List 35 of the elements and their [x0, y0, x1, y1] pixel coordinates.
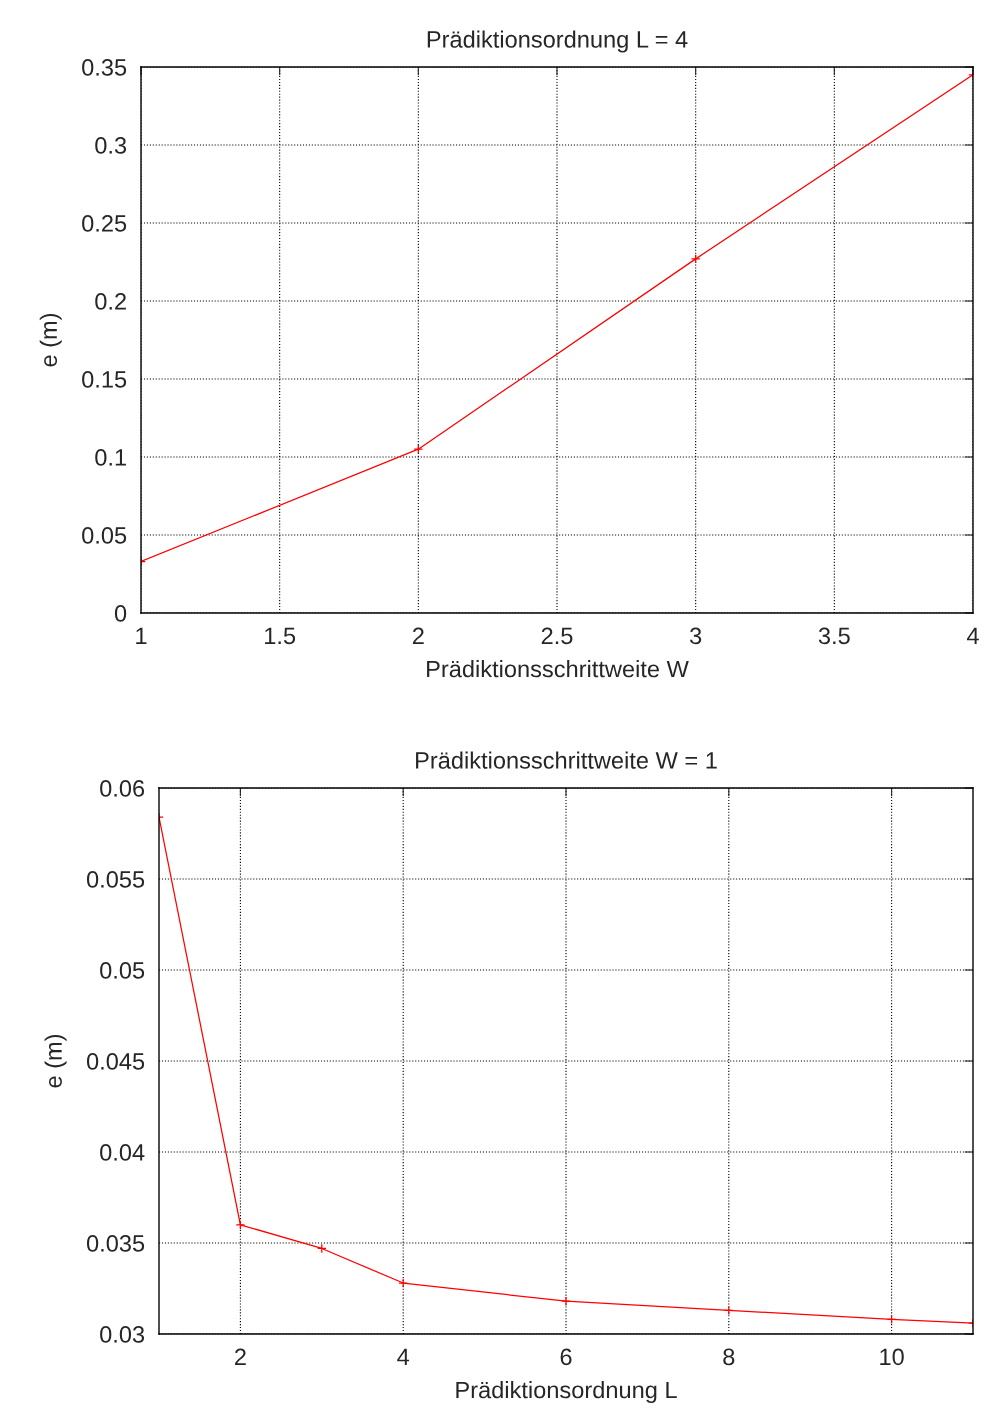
x-tick-label: 8 [723, 1348, 735, 1366]
y-tick-label: 0.1 [95, 449, 126, 466]
y-tick-label: 0.05 [100, 962, 145, 979]
x-tick-label: 3.5 [818, 627, 850, 645]
y-tick-label: 0.35 [82, 59, 127, 76]
point [561, 1296, 571, 1307]
x-axis-title: Prädiktionsschrittweite W [427, 660, 689, 678]
y-tick-label: 0.04 [100, 1144, 145, 1161]
x-tick-label: 4 [966, 627, 979, 644]
y-tick-label: 0.3 [95, 137, 127, 154]
point [398, 1278, 408, 1288]
x-tick-label: 2 [412, 627, 424, 644]
x-tick-label: 3 [690, 627, 702, 645]
y-tick-label: 0.15 [82, 371, 127, 388]
chart-title: Prädiktionsschrittweite W = 1 [416, 751, 717, 769]
x-axis-title: Prädiktionsordnung L [456, 1381, 677, 1404]
x-tick-label: 4 [397, 1348, 410, 1365]
x-tick-label: 1.5 [265, 627, 296, 645]
x-tick-label: 10 [880, 1348, 904, 1366]
y-tick-label: 0.05 [82, 527, 127, 544]
y-axis-title: e (m) [44, 1034, 67, 1088]
x-tick-label: 6 [560, 1348, 572, 1366]
y-tick-label: 0.03 [100, 1326, 145, 1343]
y-tick-label: 0 [114, 605, 127, 622]
y-tick-label: 0.035 [86, 1235, 145, 1252]
y-tick-label: 0.25 [82, 215, 127, 232]
y-tick-label: 0.06 [100, 780, 145, 797]
x-tick-label: 2 [235, 1348, 246, 1365]
y-tick-label: 0.055 [86, 871, 145, 888]
x-tick-label: 2.5 [541, 627, 573, 645]
chart-title: Prädiktionsordnung L = 4 [427, 30, 688, 53]
y-tick-label: 0.2 [95, 293, 126, 310]
x-tick-label: 1 [136, 627, 147, 644]
y-axis-title: e (m) [39, 313, 62, 367]
y-tick-label: 0.045 [86, 1053, 145, 1070]
